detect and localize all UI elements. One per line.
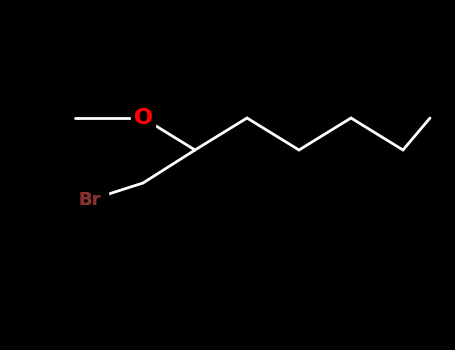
Text: Br: Br <box>79 191 101 209</box>
Text: O: O <box>133 108 152 128</box>
Text: O: O <box>133 108 152 128</box>
Text: Br: Br <box>79 191 101 209</box>
